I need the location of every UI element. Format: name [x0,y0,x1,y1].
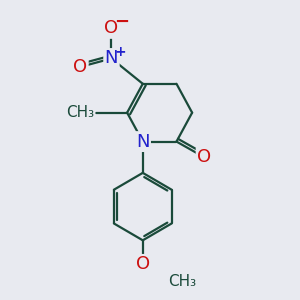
Text: −: − [114,13,129,31]
Text: N: N [105,50,118,68]
Text: +: + [115,45,126,59]
Text: O: O [73,58,87,76]
Text: O: O [197,148,211,166]
Text: CH₃: CH₃ [67,105,94,120]
Text: O: O [104,20,118,38]
Text: CH₃: CH₃ [168,274,196,289]
Text: O: O [136,255,150,273]
Text: N: N [136,133,149,151]
